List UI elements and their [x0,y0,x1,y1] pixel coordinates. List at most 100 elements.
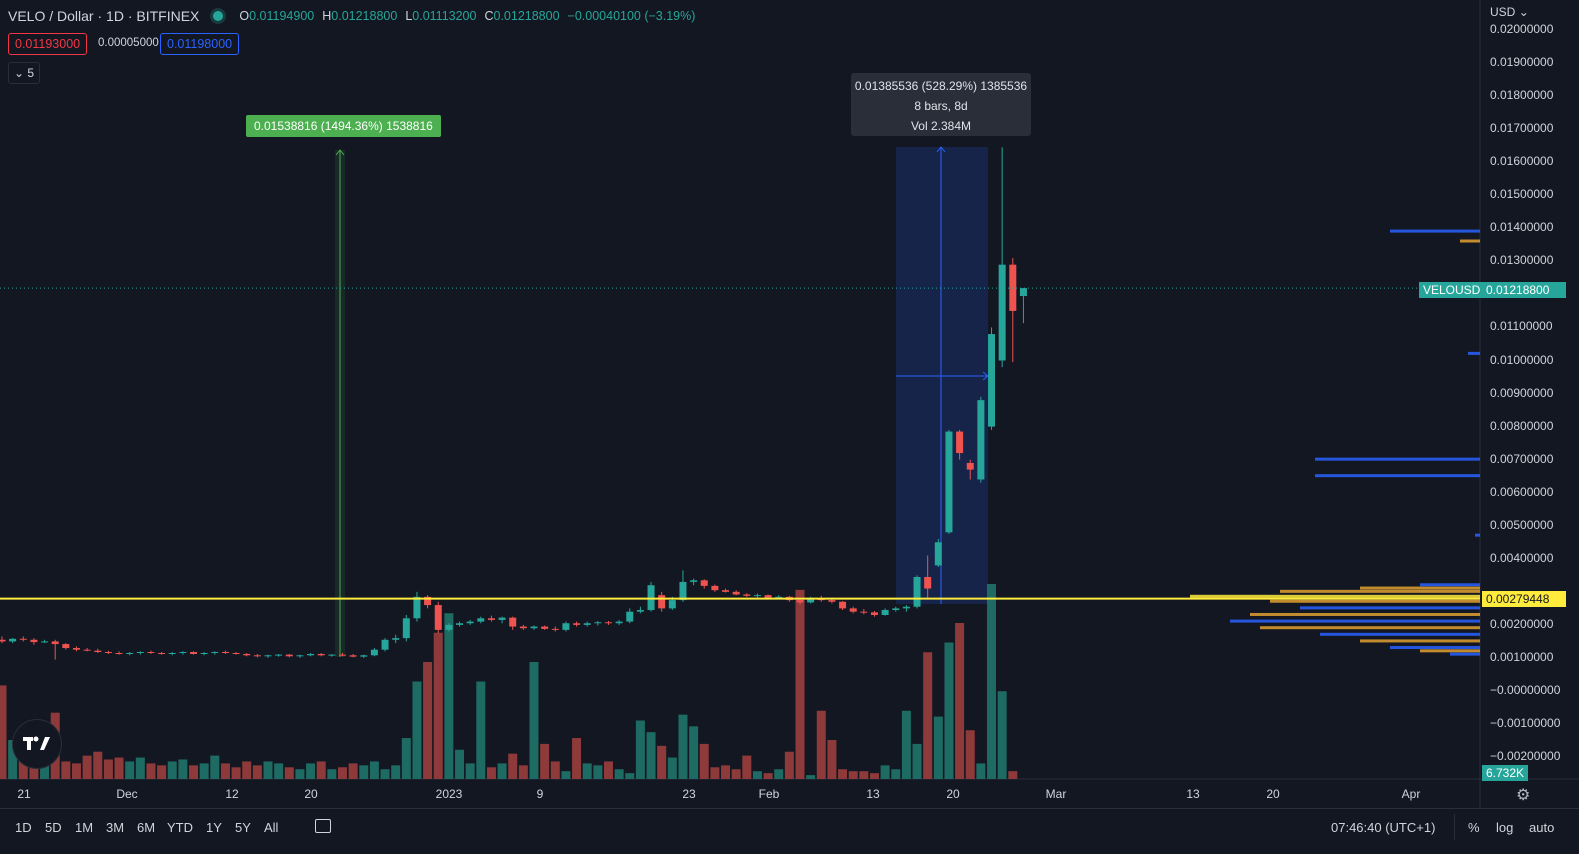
clock[interactable]: 07:46:40 (UTC+1) [1331,820,1436,835]
buy-button[interactable]: 0.01198000 [160,33,240,55]
candle [487,615,495,622]
candle-body [211,652,219,654]
candle-body [604,622,612,624]
log-toggle[interactable]: log [1496,820,1514,835]
candle [892,606,900,612]
candle [573,621,581,627]
candle [285,653,293,658]
candle-body [562,623,570,630]
candle-body [338,654,346,656]
candle-body [668,600,676,609]
range-button-ytd[interactable]: YTD [167,820,193,835]
candle [51,639,59,660]
volume-bar [103,759,113,779]
volume-bar [689,726,699,779]
tradingview-logo[interactable] [12,719,62,769]
candle-body [573,623,581,625]
candle-body [679,581,687,601]
candle [913,575,921,609]
candle-body [583,623,591,625]
candle [743,593,751,597]
volume-bar [710,767,720,779]
candle-body [392,638,400,640]
volume-bar [178,759,188,779]
volume-bar [923,652,933,779]
candle-body [232,652,240,654]
volume-bar [252,765,262,779]
candle [179,651,187,655]
candle [445,623,453,632]
candle-body [317,653,325,656]
measure-blue-arrow-up [936,146,946,153]
chevron-down-icon: ⌄ [13,66,25,80]
change-value: −0.00040100 (−3.19%) [567,9,696,23]
auto-toggle[interactable]: auto [1529,820,1555,835]
range-button-1y[interactable]: 1Y [206,820,222,835]
candle-body [711,585,719,591]
range-button-5d[interactable]: 5D [45,820,62,835]
candle-body [296,655,304,657]
candle-body [849,608,857,612]
candle [296,654,304,658]
range-button-5y[interactable]: 5Y [235,820,251,835]
time-axis-label: 20 [1266,787,1280,801]
candle [83,648,91,652]
volume-bar [263,761,273,779]
candle [402,614,410,642]
volume-bar [933,716,943,779]
price-axis-label: −0.00200000 [1490,749,1561,764]
candle-body [966,462,974,470]
price-axis-label: 0.01600000 [1490,154,1554,169]
candle [317,652,325,657]
candle [945,429,953,535]
volume-profile-row [1450,652,1480,656]
candle [9,638,17,644]
candle-body [136,652,144,654]
open-value: 0.01194900 [249,9,315,23]
range-button-1d[interactable]: 1D [15,820,32,835]
volume-bar [135,757,145,779]
volume-bar [529,662,539,779]
candle [360,654,368,658]
volume-bar [774,769,784,779]
candle-body [530,626,538,629]
candle-body [498,617,506,620]
settings-gear-icon[interactable]: ⚙ [1516,787,1531,804]
date-range-icon[interactable] [315,819,331,833]
indicators-toggle[interactable]: ⌄ 5 [8,62,40,84]
volume-bar [678,714,688,779]
volume-bar [657,745,667,779]
market-status-icon [213,11,224,21]
volume-profile-row [1360,586,1480,590]
percent-toggle[interactable]: % [1468,820,1480,835]
last-price-tag: 0.01218800 [1482,282,1566,298]
volume-profile-row [1360,639,1480,643]
volume-bar [869,773,879,779]
candle [860,609,868,615]
volume-bar [433,632,443,779]
volume-bar [0,685,7,779]
candle [211,651,219,655]
volume-bar [646,732,656,779]
range-button-6m[interactable]: 6M [137,820,156,835]
candle-body [349,655,357,657]
symbol-title[interactable]: VELO / Dollar · 1D · BITFINEX [8,8,200,24]
price-lines [0,287,1480,600]
currency-selector[interactable]: USD ⌄ [1490,5,1529,19]
volume-profile-row [1320,632,1480,636]
range-button-all[interactable]: All [264,820,279,835]
volume-profile-row [1280,589,1480,593]
volume-bar [391,765,401,779]
volume-bar [455,749,465,779]
sell-button[interactable]: 0.01193000 [8,33,88,55]
time-axis-label: 9 [536,787,544,801]
candle [732,590,740,596]
volume-bar [476,681,486,779]
volume-bar [550,761,560,779]
volume-bar [752,771,762,779]
price-axis-label: 0.01900000 [1490,55,1554,70]
range-button-3m[interactable]: 3M [106,820,125,835]
range-button-1m[interactable]: 1M [75,820,94,835]
symbol-header: VELO / Dollar · 1D · BITFINEX O0.0119490… [8,8,695,24]
